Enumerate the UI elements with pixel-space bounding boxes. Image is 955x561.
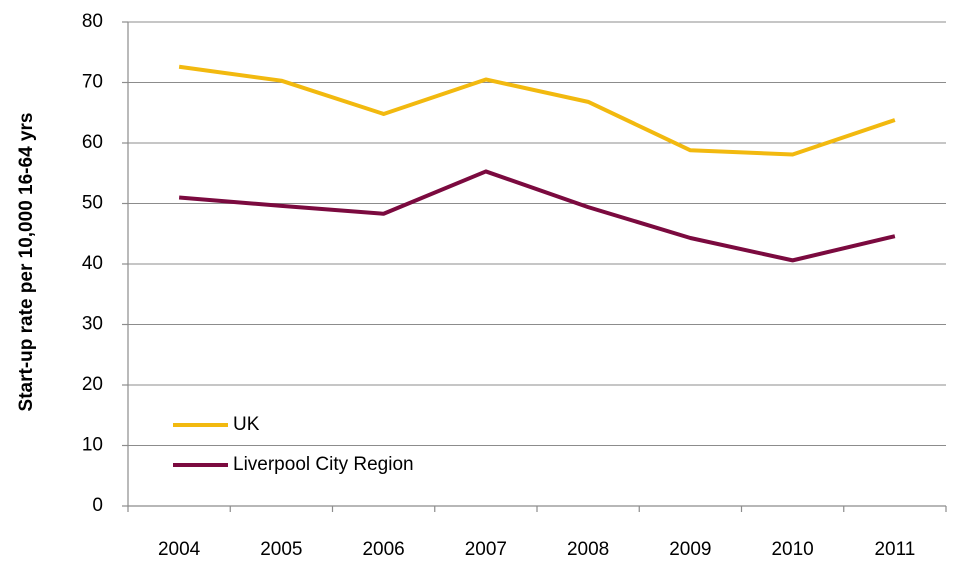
y-tick-label: 80 bbox=[82, 11, 103, 32]
y-axis-label: Start-up rate per 10,000 16-64 yrs bbox=[16, 113, 37, 412]
y-tick-label: 40 bbox=[82, 253, 103, 274]
x-tick-label: 2010 bbox=[771, 539, 813, 560]
y-tick-label: 60 bbox=[82, 132, 103, 153]
y-tick-label: 0 bbox=[92, 495, 103, 516]
x-tick-label: 2006 bbox=[362, 539, 404, 560]
y-tick-label: 30 bbox=[82, 314, 103, 335]
x-tick-label: 2005 bbox=[260, 539, 302, 560]
legend-label: Liverpool City Region bbox=[233, 454, 414, 475]
y-tick-label: 10 bbox=[82, 435, 103, 456]
series-line bbox=[178, 64, 896, 157]
y-tick-label: 50 bbox=[82, 193, 103, 214]
x-tick-label: 2009 bbox=[669, 539, 711, 560]
x-tick-label: 2011 bbox=[874, 539, 915, 560]
y-tick-label: 70 bbox=[82, 72, 103, 93]
legend-label: UK bbox=[233, 414, 260, 435]
x-tick-label: 2004 bbox=[158, 539, 201, 560]
x-tick-label: 2008 bbox=[567, 539, 609, 560]
y-tick-label: 20 bbox=[82, 374, 103, 395]
x-tick-label: 2007 bbox=[465, 539, 507, 560]
series-line bbox=[178, 169, 896, 263]
